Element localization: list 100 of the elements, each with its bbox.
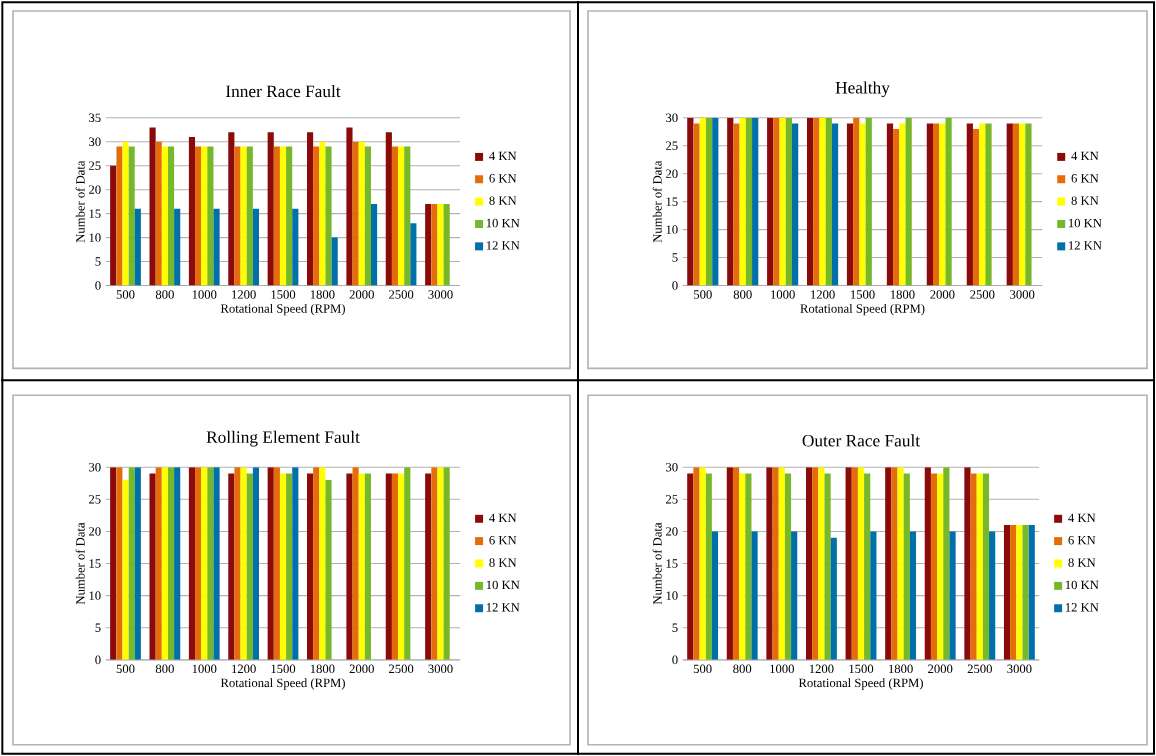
- x-tick-label: 1800: [310, 664, 335, 674]
- y-axis-title: Number of Data: [75, 522, 85, 605]
- bar: [195, 146, 202, 286]
- bar: [851, 467, 858, 661]
- bar: [824, 473, 831, 661]
- chart-title: Rolling Element Fault: [206, 430, 360, 447]
- bar: [313, 146, 320, 286]
- bar: [410, 223, 417, 286]
- x-tick-label: 3000: [428, 664, 453, 674]
- bar: [982, 473, 990, 661]
- x-tick-label: 800: [155, 290, 174, 299]
- bar: [307, 132, 314, 286]
- bar: [845, 467, 852, 661]
- y-tick-label: 15: [666, 197, 678, 207]
- x-axis-title: Rotational Speed (RPM): [220, 304, 345, 316]
- bar: [110, 165, 117, 286]
- x-axis-title: Rotational Speed (RPM): [800, 304, 925, 316]
- bar: [370, 204, 378, 286]
- chart-title: Inner Race Fault: [225, 85, 341, 98]
- bar: [739, 473, 746, 661]
- x-tick-label: 2000: [930, 290, 955, 299]
- legend-label: 6 KN: [489, 174, 517, 183]
- legend-label: 12 KN: [1068, 241, 1102, 250]
- legend-label: 6 KN: [1071, 174, 1099, 183]
- bar: [391, 146, 399, 286]
- x-tick-label: 2000: [928, 664, 953, 674]
- y-tick-label: 25: [666, 495, 678, 504]
- x-tick-label: 1500: [850, 290, 875, 299]
- bar: [279, 146, 287, 286]
- y-tick-label: 20: [666, 527, 678, 536]
- bar: [976, 473, 983, 661]
- x-tick-label: 3000: [1007, 664, 1032, 674]
- y-tick-label: 0: [672, 655, 678, 665]
- x-tick-label: 500: [693, 664, 712, 674]
- legend-label: 6 KN: [489, 536, 517, 545]
- legend-label: 12 KN: [1065, 603, 1099, 612]
- bar: [385, 132, 392, 286]
- x-tick-label: 500: [116, 664, 135, 674]
- bar: [161, 146, 168, 286]
- bar: [909, 531, 917, 661]
- y-tick-label: 30: [89, 137, 101, 147]
- y-tick-label: 25: [666, 141, 678, 151]
- x-tick-label: 800: [733, 664, 752, 674]
- y-tick-label: 25: [89, 495, 101, 504]
- bar: [711, 531, 719, 661]
- x-tick-label: 800: [733, 290, 752, 299]
- bar: [319, 141, 326, 286]
- y-axis-title: Number of Data: [652, 160, 662, 243]
- bar: [358, 141, 365, 286]
- legend-label: 12 KN: [486, 241, 520, 250]
- y-tick-label: 20: [89, 185, 101, 195]
- y-axis-title: Number of Data: [75, 160, 85, 243]
- x-tick-label: 1200: [809, 664, 834, 674]
- legend-label: 8 KN: [1071, 196, 1099, 206]
- x-tick-label: 1000: [192, 290, 217, 299]
- x-tick-label: 1500: [271, 290, 296, 299]
- bar: [970, 473, 977, 661]
- bar: [805, 467, 813, 661]
- x-tick-label: 800: [155, 664, 174, 674]
- x-tick-label: 2000: [349, 664, 374, 674]
- x-tick-label: 3000: [1010, 290, 1035, 299]
- y-tick-label: 20: [89, 527, 101, 536]
- x-tick-label: 1200: [232, 664, 256, 674]
- bar: [149, 127, 156, 286]
- bar: [437, 204, 444, 286]
- legend-label: 6 KN: [1068, 536, 1096, 545]
- bar: [766, 467, 773, 661]
- bar: [699, 467, 706, 661]
- y-tick-label: 10: [89, 233, 101, 243]
- bar: [989, 531, 996, 661]
- bar: [726, 467, 733, 661]
- bar: [897, 467, 904, 661]
- bar: [812, 467, 819, 661]
- legend-label: 4 KN: [1068, 513, 1096, 523]
- bar: [443, 204, 450, 286]
- bar: [830, 538, 837, 661]
- x-tick-label: 2500: [389, 290, 414, 299]
- x-axis-title: Rotational Speed (RPM): [220, 678, 345, 690]
- x-tick-label: 2000: [349, 290, 374, 299]
- bar: [325, 146, 332, 286]
- bar: [331, 237, 338, 286]
- bar: [943, 467, 950, 661]
- bar: [745, 473, 752, 661]
- y-tick-label: 15: [89, 559, 101, 568]
- legend-label: 4 KN: [489, 151, 517, 161]
- bar: [213, 209, 220, 286]
- bar: [122, 141, 129, 286]
- x-tick-label: 1800: [890, 290, 915, 299]
- bar: [286, 146, 293, 286]
- chart-title: Outer Race Fault: [802, 434, 920, 447]
- bar: [870, 531, 877, 661]
- x-tick-label: 2500: [967, 664, 992, 674]
- x-tick-label: 1000: [192, 664, 217, 674]
- legend-label: 8 KN: [489, 558, 517, 567]
- bar: [885, 467, 892, 661]
- bar: [167, 146, 175, 286]
- legend-label: 10 KN: [1068, 218, 1102, 228]
- chart-title: Healthy: [835, 81, 890, 98]
- bar: [687, 473, 694, 661]
- bar: [1022, 525, 1029, 661]
